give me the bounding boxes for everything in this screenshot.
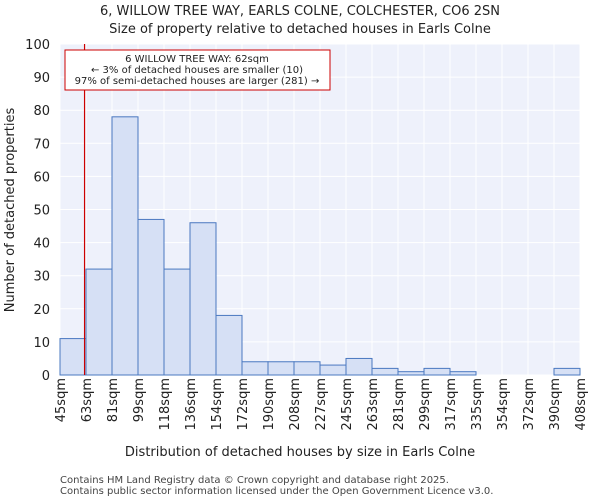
x-tick-label: 317sqm bbox=[444, 378, 459, 431]
annotation-line-2: ← 3% of detached houses are smaller (10) bbox=[91, 65, 303, 76]
footer-line-2: Contains public sector information licen… bbox=[60, 486, 493, 497]
histogram-bar bbox=[163, 268, 191, 376]
x-tick-label: 245sqm bbox=[340, 378, 355, 431]
x-tick-label: 372sqm bbox=[522, 378, 537, 431]
y-tick-label: 80 bbox=[33, 104, 50, 119]
x-tick-label: 81sqm bbox=[106, 378, 121, 422]
x-tick-label: 118sqm bbox=[158, 378, 173, 431]
x-tick-label: 190sqm bbox=[262, 378, 277, 431]
x-tick-label: 172sqm bbox=[236, 378, 251, 431]
chart-subtitle: Size of property relative to detached ho… bbox=[109, 22, 491, 37]
x-tick-label: 63sqm bbox=[80, 378, 95, 422]
x-tick-label: 335sqm bbox=[470, 378, 485, 431]
histogram-bar bbox=[319, 364, 347, 376]
y-tick-label: 30 bbox=[33, 270, 50, 285]
bars bbox=[59, 116, 581, 376]
histogram-bar bbox=[293, 361, 321, 376]
histogram-bar bbox=[137, 218, 165, 376]
x-tick-label: 45sqm bbox=[54, 378, 69, 422]
histogram-bar bbox=[59, 338, 87, 376]
x-tick-label: 299sqm bbox=[418, 378, 433, 431]
x-tick-label: 408sqm bbox=[574, 378, 589, 431]
y-tick-label: 20 bbox=[33, 303, 50, 318]
histogram-bar bbox=[449, 371, 477, 376]
y-ticks: 0 10 20 30 40 50 60 70 80 90 100 bbox=[25, 38, 50, 384]
y-tick-label: 90 bbox=[33, 71, 50, 86]
histogram-bar bbox=[371, 367, 399, 376]
histogram-bar bbox=[215, 314, 243, 376]
chart-title: 6, WILLOW TREE WAY, EARLS COLNE, COLCHES… bbox=[100, 4, 500, 19]
histogram-bar bbox=[241, 361, 269, 376]
x-axis-label: Distribution of detached houses by size … bbox=[125, 445, 475, 460]
histogram-bar bbox=[85, 268, 113, 376]
histogram-bar bbox=[111, 116, 139, 376]
y-tick-label: 100 bbox=[25, 38, 50, 53]
histogram-bar bbox=[189, 222, 217, 376]
y-tick-label: 50 bbox=[33, 204, 50, 219]
annotation-line-3: 97% of semi-detached houses are larger (… bbox=[75, 76, 320, 87]
y-tick-label: 60 bbox=[33, 170, 50, 185]
x-tick-label: 390sqm bbox=[548, 378, 563, 431]
x-tick-label: 154sqm bbox=[210, 378, 225, 431]
x-tick-label: 99sqm bbox=[132, 378, 147, 422]
histogram-bar bbox=[553, 367, 581, 376]
histogram-bar bbox=[397, 371, 425, 376]
annotation-box bbox=[64, 49, 331, 91]
x-tick-label: 354sqm bbox=[496, 378, 511, 431]
footer-line-1: Contains HM Land Registry data © Crown c… bbox=[60, 475, 449, 486]
y-axis-label: Number of detached properties bbox=[3, 108, 18, 313]
y-tick-label: 0 bbox=[42, 369, 50, 384]
x-tick-label: 136sqm bbox=[184, 378, 199, 431]
histogram-bar bbox=[267, 361, 295, 376]
x-tick-label: 227sqm bbox=[314, 378, 329, 431]
x-tick-label: 208sqm bbox=[288, 378, 303, 431]
y-tick-label: 70 bbox=[33, 137, 50, 152]
x-tick-label: 281sqm bbox=[392, 378, 407, 431]
y-tick-label: 40 bbox=[33, 237, 50, 252]
annotation-line-1: 6 WILLOW TREE WAY: 62sqm bbox=[125, 54, 269, 65]
histogram-bar bbox=[423, 367, 451, 376]
histogram-bar bbox=[345, 357, 373, 376]
x-ticks: 45sqm 63sqm 81sqm 99sqm 118sqm 136sqm 154sqm 17… bbox=[54, 378, 589, 431]
x-tick-label: 263sqm bbox=[366, 378, 381, 431]
y-tick-label: 10 bbox=[33, 336, 50, 351]
